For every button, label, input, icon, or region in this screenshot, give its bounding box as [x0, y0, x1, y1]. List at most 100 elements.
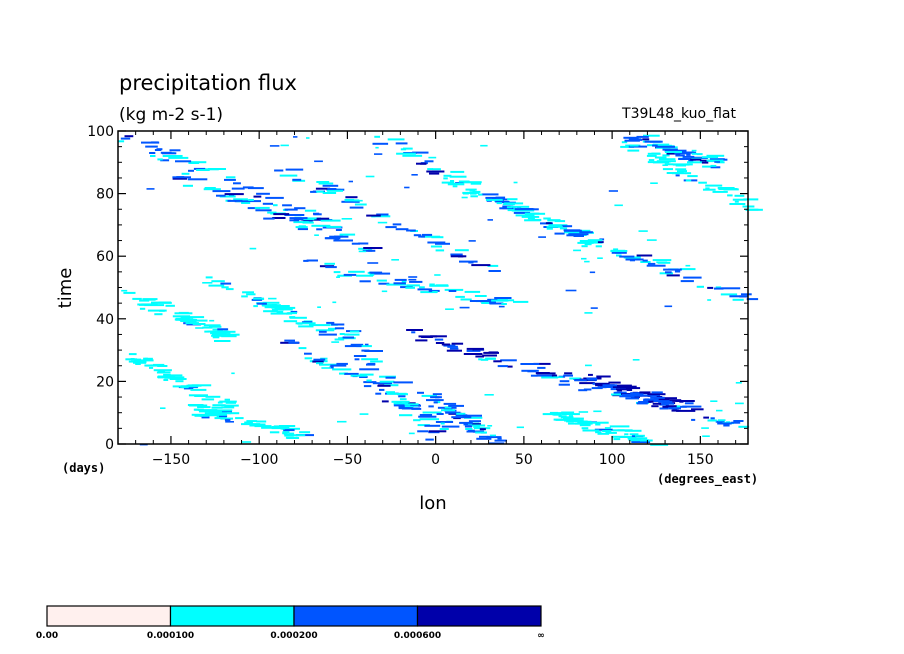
precip-cell	[160, 159, 170, 162]
precip-cell	[701, 156, 719, 159]
precip-cell	[326, 321, 335, 324]
colorbar-label: ∞	[537, 631, 545, 641]
precip-cell	[406, 229, 416, 232]
precip-cell	[632, 359, 640, 361]
precip-cell	[662, 164, 668, 166]
precip-cell	[293, 221, 309, 224]
precip-cell	[712, 190, 728, 193]
precip-cell	[507, 198, 518, 201]
precip-cell	[367, 362, 376, 365]
precip-cell	[212, 190, 231, 193]
precip-cell	[256, 420, 267, 423]
precip-cell	[621, 141, 628, 144]
precip-cell	[404, 186, 410, 189]
precip-cell	[244, 421, 253, 424]
precip-cell	[216, 194, 226, 197]
precip-cell	[184, 316, 205, 319]
precip-cell	[175, 317, 185, 320]
precip-cell	[264, 306, 280, 309]
precip-cell	[204, 330, 210, 333]
precip-cell	[272, 217, 286, 219]
precip-cell	[652, 259, 672, 262]
precip-cell	[134, 359, 154, 362]
precip-cell	[448, 412, 462, 415]
precip-cell	[341, 200, 360, 203]
precip-cell	[241, 295, 248, 298]
precip-band-12	[417, 391, 507, 445]
precip-cell	[197, 406, 211, 409]
precip-cell	[485, 357, 496, 360]
precip-cell	[474, 295, 487, 297]
precip-cell	[324, 237, 338, 240]
precip-cell	[281, 427, 300, 430]
precip-cell	[463, 181, 471, 184]
precip-cell	[393, 282, 406, 285]
precip-cell	[723, 424, 730, 427]
precip-cell	[624, 139, 640, 142]
precip-cell	[375, 215, 391, 218]
precip-cell	[314, 160, 323, 163]
precip-cell	[616, 254, 622, 257]
precip-cell	[413, 234, 422, 237]
precip-cell	[333, 271, 341, 274]
precip-cell	[359, 368, 380, 371]
precip-cell	[664, 149, 678, 152]
precip-cell	[181, 172, 190, 175]
precip-cell	[426, 399, 444, 402]
precip-cell	[150, 364, 158, 367]
precip-cell	[153, 363, 165, 366]
precip-cell	[328, 327, 337, 330]
precip-cell	[463, 192, 469, 195]
precip-cell	[372, 382, 393, 385]
precip-cell	[295, 226, 308, 229]
precip-cell	[591, 387, 603, 390]
precip-cell	[662, 399, 682, 402]
precip-cell	[393, 381, 413, 384]
precip-cell	[285, 168, 304, 171]
precip-cell	[316, 362, 324, 365]
precip-cell	[311, 224, 331, 227]
precip-cell	[652, 402, 662, 405]
colorbar-label: 0.000100	[147, 631, 194, 641]
precip-cell	[392, 223, 402, 226]
precip-cell	[644, 140, 663, 143]
precip-cell	[521, 369, 539, 372]
precip-cell	[358, 242, 369, 245]
precip-cell	[269, 431, 280, 434]
precip-cell	[610, 250, 628, 252]
precip-cell	[662, 154, 670, 157]
precip-cell	[322, 192, 337, 194]
precip-cell	[727, 194, 733, 197]
precip-cell	[573, 249, 581, 252]
precip-cell	[717, 422, 732, 425]
precip-cell	[311, 324, 331, 327]
precip-cell	[424, 424, 441, 427]
precip-cell	[202, 282, 213, 284]
precip-cell	[535, 372, 550, 374]
precip-cell	[322, 184, 339, 187]
precip-cell	[268, 297, 277, 300]
precip-cell	[482, 354, 497, 357]
precip-cell	[403, 147, 413, 150]
precip-cell	[172, 177, 188, 180]
precip-cell	[424, 160, 434, 163]
precip-cell	[280, 144, 289, 147]
precip-cell	[169, 149, 181, 152]
precip-cell	[292, 178, 302, 181]
precip-cell	[247, 187, 264, 190]
x-tick-label: 100	[599, 452, 626, 468]
precip-cell	[361, 358, 379, 361]
precip-cell	[703, 188, 716, 191]
precip-cell	[671, 409, 679, 412]
precip-cell	[628, 386, 636, 389]
precip-cell	[192, 323, 206, 325]
precip-cell	[154, 313, 163, 316]
precip-cell	[622, 393, 641, 396]
precip-cell	[387, 392, 407, 395]
precip-band-18	[123, 291, 240, 342]
precip-cell	[640, 439, 653, 442]
precip-cell	[563, 374, 573, 377]
precip-cell	[393, 404, 411, 407]
precip-cell	[658, 158, 676, 161]
precip-cell	[527, 217, 535, 220]
